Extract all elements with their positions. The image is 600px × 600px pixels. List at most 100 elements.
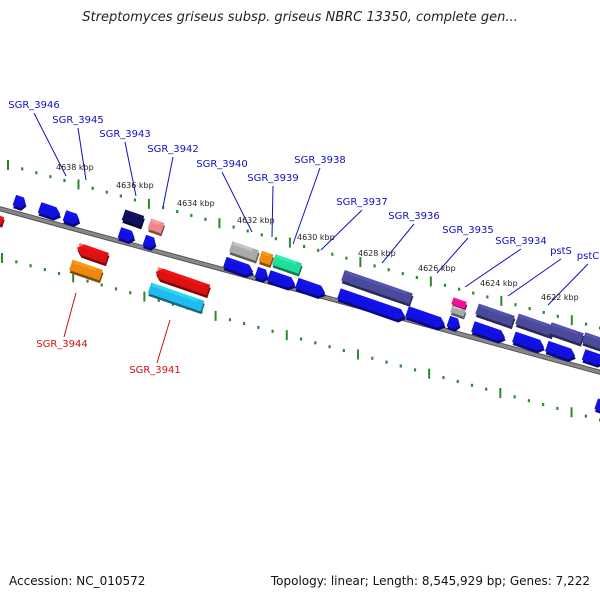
upper-ticks-minor-tick bbox=[303, 245, 306, 248]
label-leader-line bbox=[63, 292, 77, 338]
gene-arrow bbox=[69, 259, 104, 284]
upper-ticks-minor-tick bbox=[331, 252, 334, 256]
map-title: Streptomyces griseus subsp. griseus NBRC… bbox=[82, 10, 518, 25]
lower-ticks-minor-tick bbox=[257, 325, 260, 329]
gene-label: SGR_3943 bbox=[99, 129, 151, 140]
label-line-layer bbox=[33, 112, 589, 364]
gene-arrow bbox=[512, 331, 545, 354]
gene-arrow bbox=[121, 209, 145, 230]
gene-label: SGR_3939 bbox=[247, 173, 299, 184]
gene-arrow bbox=[155, 266, 211, 299]
gene-arrow bbox=[62, 210, 81, 228]
gene-arrow bbox=[295, 277, 326, 299]
label-leader-line bbox=[464, 248, 522, 288]
gene-arrow bbox=[266, 270, 296, 291]
label-leader-line bbox=[221, 171, 253, 233]
lower-ticks-minor-tick bbox=[100, 283, 103, 287]
lower-ticks-minor-tick bbox=[86, 279, 89, 283]
label-leader-line bbox=[124, 141, 137, 197]
lower-ticks-minor-tick bbox=[129, 291, 132, 295]
gene-label: SGR_3934 bbox=[495, 236, 547, 247]
gene-label: SGR_3935 bbox=[442, 225, 494, 236]
lower-ticks-minor-tick bbox=[43, 268, 46, 272]
gene-arrow bbox=[446, 315, 461, 332]
gene-label: SGR_3937 bbox=[336, 197, 388, 208]
upper-ticks-minor-tick bbox=[35, 171, 38, 175]
gene-label: SGR_3946 bbox=[8, 100, 60, 111]
kbp-label: 4628 kbp bbox=[358, 249, 396, 258]
label-leader-line bbox=[271, 185, 274, 238]
kbp-label: 4638 kbp bbox=[56, 163, 94, 172]
lower-ticks-minor-tick bbox=[456, 379, 459, 383]
upper-ticks-minor-tick bbox=[556, 314, 559, 318]
gene-arrow bbox=[545, 340, 576, 362]
gene-arrow bbox=[515, 313, 556, 340]
upper-ticks-minor-tick bbox=[317, 248, 320, 252]
gene-label: SGR_3936 bbox=[388, 211, 440, 222]
upper-ticks-minor-tick bbox=[345, 256, 348, 260]
gene-arrow bbox=[0, 215, 5, 228]
kbp-label: 4626 kbp bbox=[418, 264, 456, 273]
gene-arrow bbox=[117, 227, 136, 245]
gene-arrow bbox=[451, 297, 468, 312]
lower-ticks-minor-tick bbox=[442, 376, 445, 380]
lower-ticks-minor-tick bbox=[542, 403, 545, 407]
label-leader-line bbox=[33, 112, 67, 177]
upper-ticks-minor-tick bbox=[401, 272, 404, 276]
gene-label: SGR_3940 bbox=[196, 159, 248, 170]
lower-ticks-minor-tick bbox=[157, 298, 160, 302]
gene-arrow bbox=[548, 322, 585, 347]
gene-arrow bbox=[37, 202, 62, 221]
gene-label: SGR_3938 bbox=[294, 155, 346, 166]
upper-ticks-minor-tick bbox=[514, 303, 517, 307]
gene-arrow bbox=[475, 303, 516, 330]
upper-ticks-minor-tick bbox=[260, 233, 263, 237]
lower-ticks-minor-tick bbox=[29, 264, 32, 268]
lower-ticks-minor-tick bbox=[228, 318, 232, 322]
lower-ticks-minor-tick bbox=[584, 414, 587, 418]
gene-arrow bbox=[450, 305, 467, 320]
gene-arrow bbox=[147, 282, 205, 315]
gene-arrow bbox=[594, 398, 600, 415]
upper-ticks-minor-tick bbox=[387, 268, 390, 272]
label-leader-line bbox=[436, 237, 469, 274]
upper-ticks-minor-tick bbox=[528, 307, 531, 311]
label-leader-line bbox=[507, 258, 562, 297]
genome-summary: Topology: linear; Length: 8,545,929 bp; … bbox=[270, 574, 590, 588]
kbp-label: 4632 kbp bbox=[237, 216, 275, 225]
upper-ticks-minor-tick bbox=[49, 175, 52, 179]
gene-label: SGR_3941 bbox=[129, 365, 181, 376]
gene-label: pstS bbox=[550, 246, 572, 257]
lower-ticks-minor-tick bbox=[513, 395, 516, 399]
gene-arrow bbox=[581, 332, 600, 353]
upper-ticks-minor-tick bbox=[415, 276, 418, 280]
lower-ticks-minor-tick bbox=[15, 260, 18, 264]
upper-ticks-minor-tick bbox=[162, 206, 165, 210]
accession-label: Accession: NC_010572 bbox=[9, 574, 146, 588]
lower-ticks-minor-tick bbox=[243, 322, 246, 326]
label-leader-line bbox=[320, 209, 363, 251]
kbp-label: 4622 kbp bbox=[541, 293, 579, 302]
upper-ticks-minor-tick bbox=[542, 310, 545, 314]
kbp-label: 4636 kbp bbox=[116, 181, 154, 190]
upper-ticks-minor-tick bbox=[373, 264, 376, 268]
lower-ticks-minor-tick bbox=[527, 399, 531, 403]
upper-ticks-minor-tick bbox=[63, 179, 66, 183]
gene-arrow bbox=[405, 306, 446, 331]
upper-ticks-minor-tick bbox=[458, 287, 461, 291]
lower-ticks-minor-tick bbox=[556, 406, 559, 410]
gene-arrow bbox=[223, 256, 254, 278]
lower-ticks-minor-tick bbox=[399, 364, 402, 368]
upper-ticks-minor-tick bbox=[204, 217, 207, 221]
upper-ticks-minor-tick bbox=[133, 198, 137, 202]
upper-ticks-minor-tick bbox=[443, 283, 447, 287]
gene-arrow bbox=[271, 254, 303, 277]
upper-ticks-minor-tick bbox=[105, 190, 108, 194]
lower-ticks-minor-tick bbox=[57, 271, 61, 275]
label-leader-line bbox=[156, 319, 171, 364]
lower-ticks-minor-tick bbox=[314, 341, 317, 345]
lower-ticks-minor-tick bbox=[485, 387, 488, 391]
lower-ticks-minor-tick bbox=[413, 368, 417, 372]
gene-arrow bbox=[581, 349, 600, 368]
